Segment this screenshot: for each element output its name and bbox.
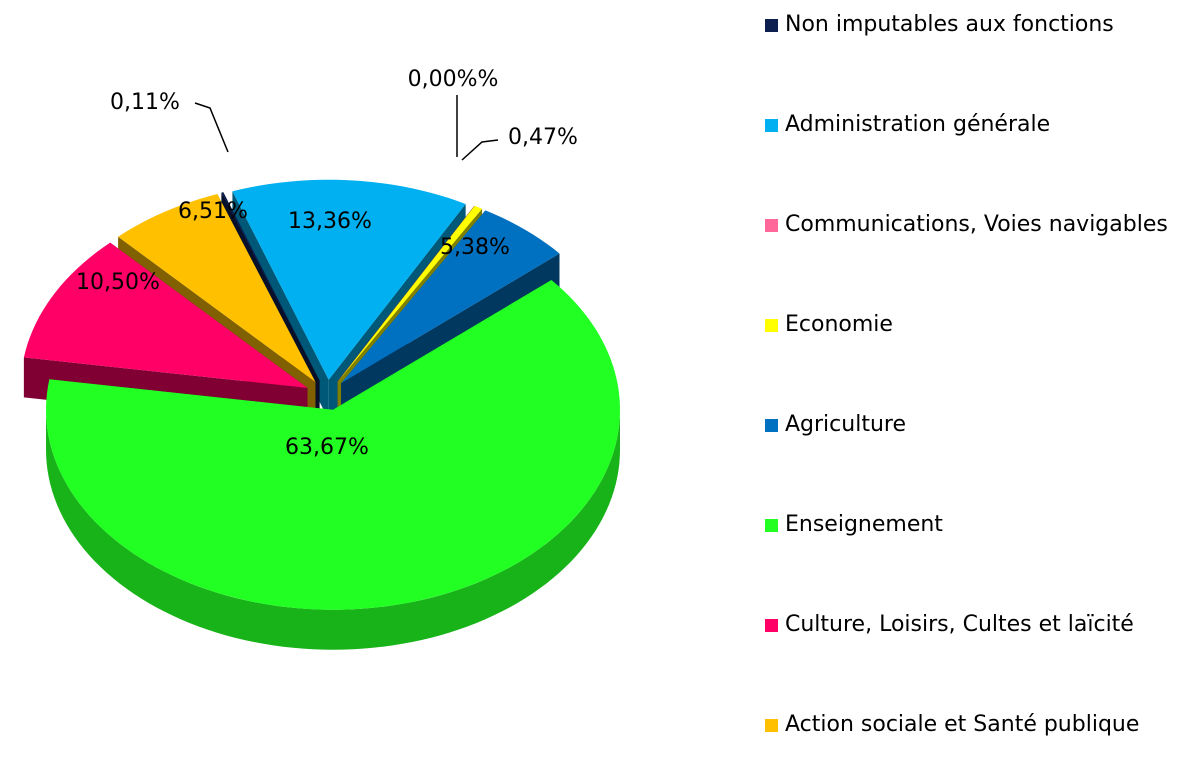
legend-entry: Communications, Voies navigables: [765, 210, 1190, 240]
data-label: 5,38%: [440, 235, 510, 260]
legend-label: Culture, Loisirs, Cultes et laïcité: [785, 612, 1134, 637]
data-label: 6,51%: [178, 199, 248, 224]
legend-label: Enseignement: [785, 512, 943, 537]
slice: [23, 242, 308, 388]
legend-swatch: [765, 219, 778, 232]
legend-entry: Enseignement: [765, 510, 1190, 540]
slice: [337, 205, 483, 382]
legend-swatch: [765, 119, 778, 132]
slice: [46, 280, 620, 610]
slice-tops: [23, 179, 620, 610]
legend-label: Non imputables aux fonctions: [785, 12, 1114, 37]
legend-label: Administration générale: [785, 112, 1051, 137]
legend-entry: Non imputables aux fonctions: [765, 10, 1190, 40]
data-label: 10,50%: [76, 270, 160, 295]
legend-entry: Action sociale et Santé publique: [765, 710, 1190, 740]
legend-swatch: [765, 619, 778, 632]
slice: [337, 205, 475, 382]
legend-label: Communications, Voies navigables: [785, 212, 1168, 237]
legend-swatch: [765, 719, 778, 732]
legend-swatch: [765, 19, 778, 32]
legend-entry: Agriculture: [765, 410, 1190, 440]
legend-label: Agriculture: [785, 412, 906, 437]
legend-entry: Culture, Loisirs, Cultes et laïcité: [765, 610, 1190, 640]
leader-line: [461, 139, 499, 161]
data-label: 0,00%%: [408, 67, 499, 92]
data-label: 0,11%: [110, 90, 180, 115]
slice-side: [46, 409, 621, 650]
slice: [232, 179, 466, 380]
slice: [221, 192, 320, 381]
leader-line: [194, 102, 229, 153]
legend-swatch: [765, 319, 778, 332]
data-label: 13,36%: [288, 209, 372, 234]
data-label: 63,67%: [285, 435, 369, 460]
slice: [118, 194, 316, 382]
legend-entry: Administration générale: [765, 110, 1190, 140]
legend-label: Action sociale et Santé publique: [785, 712, 1140, 737]
legend-label: Economie: [785, 312, 893, 337]
data-label: 0,47%: [508, 125, 578, 150]
legend-swatch: [765, 419, 778, 432]
slice: [341, 210, 560, 384]
legend-entry: Economie: [765, 310, 1190, 340]
legend-swatch: [765, 519, 778, 532]
